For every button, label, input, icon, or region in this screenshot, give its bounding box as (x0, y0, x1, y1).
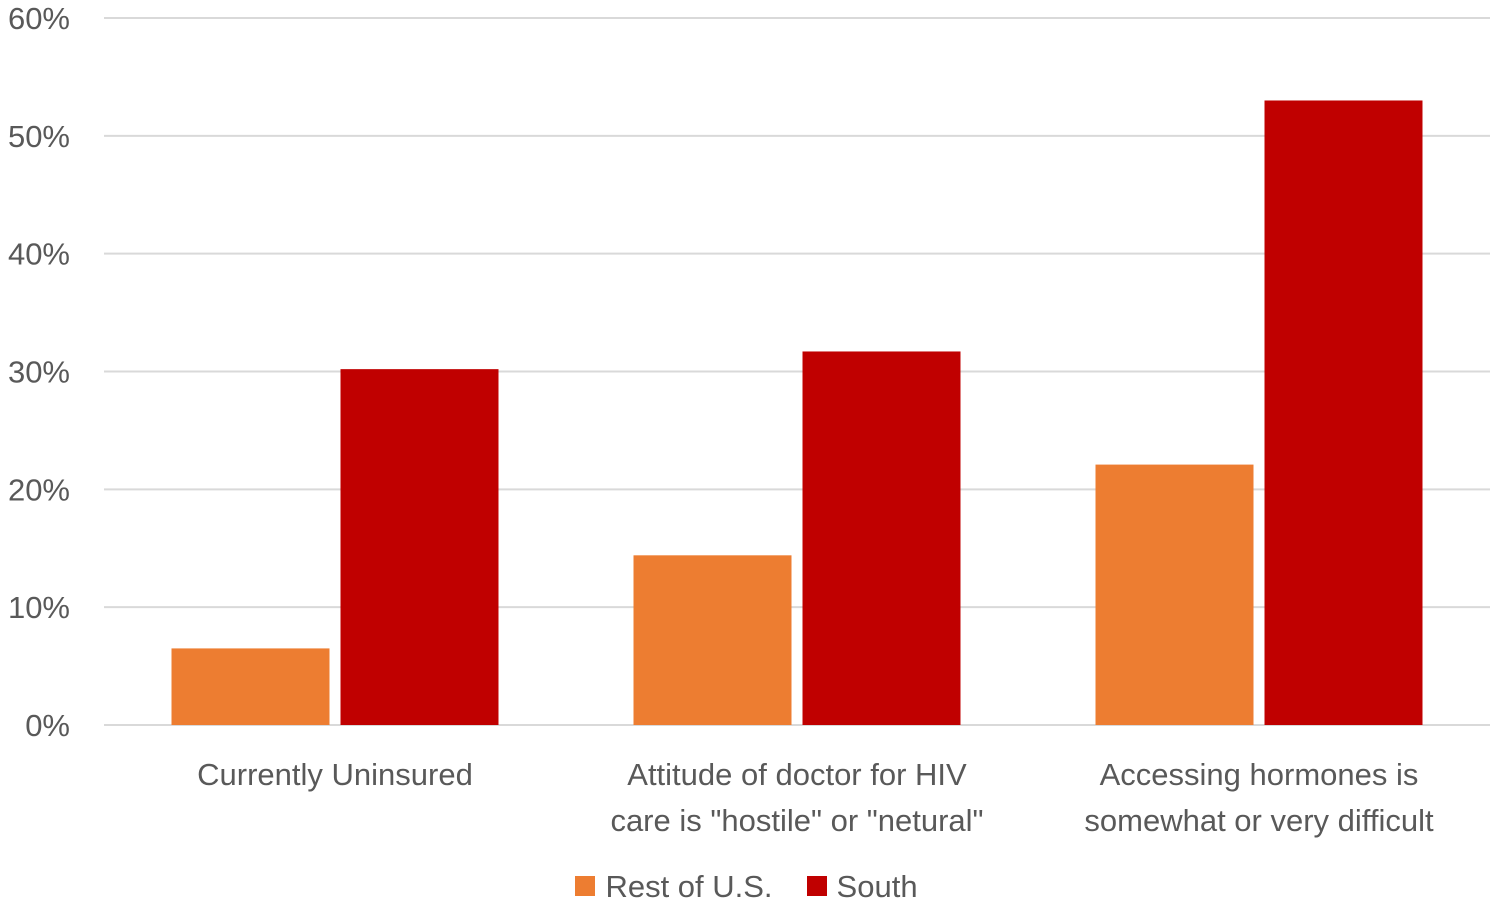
legend-item-rest-of-us: Rest of U.S. (575, 868, 773, 904)
y-tick-label: 30% (8, 355, 70, 390)
bar (171, 648, 330, 725)
gridlines (104, 17, 1490, 726)
legend-label-south: South (836, 868, 918, 904)
y-tick-label: 40% (8, 237, 70, 272)
bar (340, 369, 499, 725)
legend-swatch-rest-of-us (575, 876, 596, 896)
bar (633, 555, 792, 725)
legend-swatch-south (806, 876, 827, 896)
bar (1095, 464, 1254, 725)
x-tick-label: Currently Uninsured (197, 757, 473, 792)
legend-label-rest-of-us: Rest of U.S. (605, 868, 773, 904)
bar (1264, 100, 1423, 725)
y-tick-label: 50% (8, 119, 70, 154)
legend-item-south: South (806, 868, 918, 904)
x-tick-label: Accessing hormones is somewhat or very di… (1084, 757, 1434, 838)
bars (171, 100, 1423, 725)
y-tick-label: 60% (8, 1, 70, 36)
y-tick-label: 0% (25, 708, 70, 743)
x-axis-labels: Currently Uninsured Attitude of doctor fo… (197, 757, 1434, 838)
y-axis-ticks: 0% 10% 20% 30% 40% 50% 60% (8, 1, 70, 743)
x-tick-label: Attitude of doctor for HIV care is "hosti… (610, 757, 983, 838)
legend: Rest of U.S. South (0, 866, 1493, 906)
y-tick-label: 20% (8, 472, 70, 507)
bar (802, 351, 961, 725)
y-tick-label: 10% (8, 590, 70, 625)
